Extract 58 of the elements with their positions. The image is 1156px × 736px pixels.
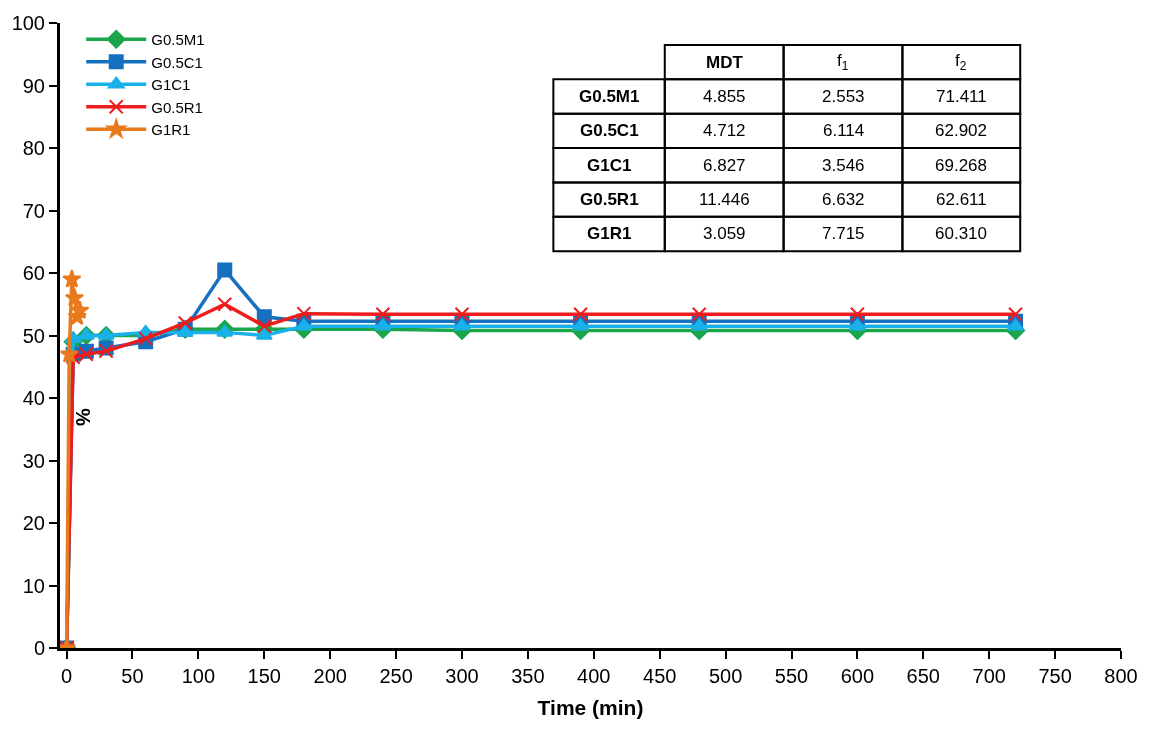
x-tick-label: 200 — [313, 665, 347, 687]
annotation: 62.611 — [936, 190, 987, 209]
annotation: 6.632 — [822, 190, 865, 209]
x-tick-label: 0 — [61, 665, 73, 687]
y-tick-label: 30 — [22, 449, 45, 472]
y-tick-label: 10 — [22, 574, 45, 597]
annotation: 4.855 — [703, 87, 746, 106]
annotation: 69.268 — [935, 156, 987, 175]
y-tick-label: 20 — [22, 512, 45, 534]
x-tick-label: 250 — [379, 665, 413, 687]
annotation: 3.546 — [822, 156, 865, 175]
y-tick-label: 80 — [22, 137, 45, 159]
legend-label: G0.5R1 — [151, 98, 203, 116]
x-tick-label: 650 — [906, 665, 940, 687]
x-tick-label: 300 — [445, 665, 479, 687]
y-tick-label: 70 — [22, 199, 45, 222]
x-tick-label: 500 — [708, 665, 743, 687]
x-tick-label: 800 — [1104, 665, 1138, 687]
annotation: 60.310 — [935, 224, 987, 243]
annotation: G1R1 — [587, 224, 632, 243]
x-tick-label: 50 — [121, 665, 144, 687]
annotation: G0.5M1 — [579, 87, 640, 106]
annotation: f$_{1}$ — [837, 51, 849, 73]
y-tick-label: 90 — [22, 74, 45, 97]
y-tick-label: 60 — [22, 262, 45, 284]
y-tick-label: 40 — [22, 387, 45, 409]
y-tick-label: 0 — [33, 637, 45, 659]
x-tick-label: 700 — [972, 665, 1006, 687]
annotation: 71.411 — [936, 87, 987, 106]
x-tick-label: 600 — [840, 665, 875, 687]
x-tick-label: 400 — [577, 665, 611, 687]
y-tick-label: 50 — [22, 324, 45, 347]
legend-label: G1C1 — [151, 76, 191, 94]
x-tick-label: 100 — [181, 665, 216, 687]
annotation: MDT — [706, 53, 744, 72]
legend-label: G0.5C1 — [151, 53, 203, 71]
annotation: 4.712 — [703, 121, 746, 140]
annotation: 7.715 — [822, 224, 865, 243]
y-tick-label: 100 — [11, 12, 45, 34]
x-tick-label: 450 — [643, 665, 677, 687]
annotation: 2.553 — [822, 87, 865, 106]
annotation: G1C1 — [587, 156, 632, 175]
x-tick-label: 350 — [511, 665, 545, 687]
annotation: f$_{2}$ — [955, 51, 967, 73]
annotation: 6.114 — [823, 121, 865, 140]
x-tick-label: 150 — [247, 665, 281, 687]
x-tick-label: 750 — [1038, 665, 1072, 687]
annotation: G0.5R1 — [580, 190, 639, 209]
annotation: G0.5C1 — [580, 121, 639, 140]
legend-label: G1R1 — [151, 121, 191, 139]
annotation: 6.827 — [703, 156, 746, 175]
annotation: 3.059 — [703, 224, 746, 243]
annotation: 11.446 — [699, 190, 750, 209]
x-tick-label: 550 — [774, 665, 809, 687]
legend-label: G0.5M1 — [151, 31, 205, 49]
annotation: 62.902 — [935, 121, 987, 140]
x-axis-title: Time (min) — [537, 696, 644, 720]
y-axis-title: % — [72, 408, 95, 427]
